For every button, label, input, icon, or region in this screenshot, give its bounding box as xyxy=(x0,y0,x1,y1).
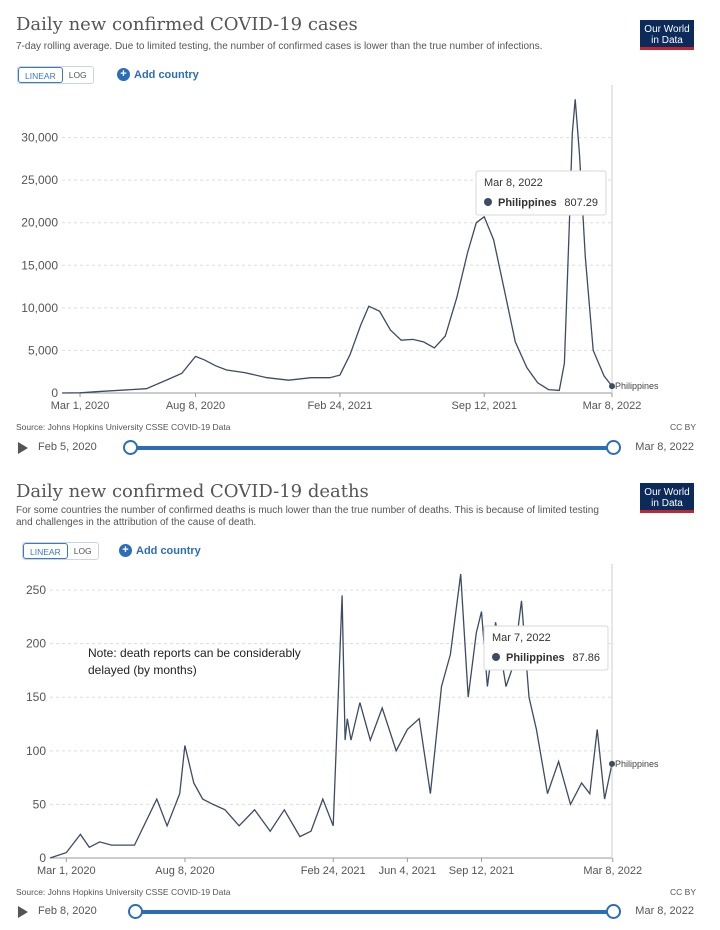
tooltip-box xyxy=(483,625,609,671)
y-tick-label: 20,000 xyxy=(21,216,58,230)
add-country-label: Add country xyxy=(134,68,199,81)
scale-toggle: LINEAR LOG xyxy=(17,66,94,84)
y-tick-label: 50 xyxy=(33,797,47,811)
chart-subtitle: 7-day rolling average. Due to limited te… xyxy=(16,41,543,52)
annotation-note: Note: death reports can be considerably … xyxy=(88,646,301,677)
x-tick-label: Aug 8, 2020 xyxy=(155,865,214,877)
add-country-button[interactable]: + Add country xyxy=(117,68,199,81)
log-button[interactable]: LOG xyxy=(68,70,87,80)
timeline-end-date: Mar 8, 2022 xyxy=(635,441,694,453)
end-point-marker xyxy=(609,383,615,390)
chart-title: Daily new confirmed COVID-19 deaths xyxy=(16,481,369,502)
x-tick-label: Jun 4, 2021 xyxy=(379,865,437,877)
plus-icon: + xyxy=(117,68,130,81)
tooltip-country: Philippines xyxy=(498,197,557,209)
y-tick-label: 30,000 xyxy=(21,131,58,145)
y-tick-label: 5,000 xyxy=(28,343,58,357)
tooltip-country: Philippines xyxy=(506,652,565,664)
timeline-start-handle[interactable] xyxy=(128,904,143,919)
chart-subtitle: For some countries the number of confirm… xyxy=(16,505,599,528)
source-text: Source: Johns Hopkins University CSSE CO… xyxy=(16,887,231,897)
play-icon[interactable] xyxy=(18,906,28,918)
y-tick-label: 100 xyxy=(26,744,46,758)
timeline-start-date: Feb 5, 2020 xyxy=(38,441,97,453)
x-tick-label: Aug 8, 2020 xyxy=(166,400,225,412)
scale-toggle: LINEAR LOG xyxy=(22,542,99,560)
logo-line1: Our World xyxy=(644,487,690,498)
x-tick-label: Sep 12, 2021 xyxy=(449,865,514,877)
end-series-label: Philippines xyxy=(615,381,659,391)
y-tick-label: 10,000 xyxy=(21,301,58,315)
license-link[interactable]: CC BY xyxy=(670,887,696,897)
y-tick-label: 25,000 xyxy=(21,173,58,187)
tooltip-box xyxy=(475,170,607,216)
end-series-label: Philippines xyxy=(615,759,659,769)
deaths-chart-panel: Daily new confirmed COVID-19 deaths For … xyxy=(0,475,720,930)
owid-logo[interactable]: Our World in Data xyxy=(640,483,694,513)
y-tick-label: 0 xyxy=(51,386,58,400)
timeline-start-date: Feb 8, 2020 xyxy=(38,905,97,917)
logo-line2: in Data xyxy=(651,35,683,46)
cases-chart-panel: Daily new confirmed COVID-19 cases 7-day… xyxy=(0,14,720,455)
end-point-marker xyxy=(609,760,615,767)
source-text: Source: Johns Hopkins University CSSE CO… xyxy=(16,422,231,432)
timeline-end-handle[interactable] xyxy=(606,440,621,455)
owid-logo[interactable]: Our World in Data xyxy=(640,20,694,50)
x-tick-label: Mar 8, 2022 xyxy=(583,865,642,877)
license-link[interactable]: CC BY xyxy=(670,422,696,432)
y-tick-label: 15,000 xyxy=(21,258,58,272)
x-tick-label: Feb 24, 2021 xyxy=(307,400,372,412)
tooltip-value: 87.86 xyxy=(572,652,600,664)
timeline-end-handle[interactable] xyxy=(606,904,621,919)
timeline-end-date: Mar 8, 2022 xyxy=(635,905,694,917)
logo-line2: in Data xyxy=(651,498,683,509)
plus-icon: + xyxy=(119,544,132,557)
y-tick-label: 150 xyxy=(26,690,46,704)
deaths-line-chart[interactable]: 0 50 100 150 200 250 Mar 1, 2020 Aug 8, 2020 Feb… xyxy=(0,560,720,890)
timeline-slider[interactable] xyxy=(128,904,621,919)
y-tick-label: 200 xyxy=(26,637,46,651)
y-tick-label: 0 xyxy=(39,851,46,865)
linear-button[interactable]: LINEAR xyxy=(23,543,68,559)
tooltip-dot xyxy=(492,653,500,661)
play-icon[interactable] xyxy=(18,442,28,454)
y-tick-label: 250 xyxy=(26,583,46,597)
series-line-philippines xyxy=(49,573,613,859)
cases-line-chart[interactable]: 0 5,000 10,000 15,000 20,000 25,000 30,000 Mar … xyxy=(0,85,720,415)
linear-button[interactable]: LINEAR xyxy=(18,67,63,83)
x-tick-label: Mar 1, 2020 xyxy=(37,865,96,877)
timeline-slider[interactable] xyxy=(123,440,621,455)
tooltip-date: Mar 7, 2022 xyxy=(492,632,551,644)
add-country-label: Add country xyxy=(136,544,201,557)
tooltip-date: Mar 8, 2022 xyxy=(484,177,543,189)
add-country-button[interactable]: + Add country xyxy=(119,544,201,557)
chart-title: Daily new confirmed COVID-19 cases xyxy=(16,14,358,35)
x-tick-label: Mar 1, 2020 xyxy=(51,400,110,412)
log-button[interactable]: LOG xyxy=(73,546,92,556)
tooltip-dot xyxy=(484,198,492,206)
logo-line1: Our World xyxy=(644,24,690,35)
tooltip-value: 807.29 xyxy=(564,197,598,209)
x-tick-label: Feb 24, 2021 xyxy=(301,865,366,877)
x-tick-label: Mar 8, 2022 xyxy=(583,400,642,412)
series-line-philippines xyxy=(61,99,613,394)
timeline-start-handle[interactable] xyxy=(123,440,138,455)
x-tick-label: Sep 12, 2021 xyxy=(452,400,517,412)
